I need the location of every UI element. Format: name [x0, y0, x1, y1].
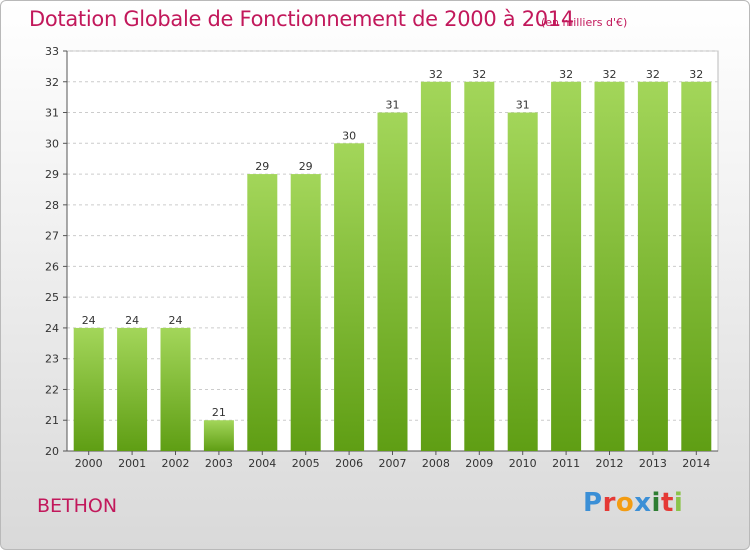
y-tick-label: 20: [45, 445, 59, 458]
logo-letter: o: [615, 488, 635, 518]
y-tick-label: 25: [45, 291, 59, 304]
x-tick-label: 2014: [682, 457, 710, 470]
data-label: 32: [646, 68, 660, 81]
bar: [117, 327, 148, 451]
bar: [507, 112, 538, 452]
x-tick-label: 2003: [205, 457, 233, 470]
y-tick-label: 30: [45, 137, 59, 150]
data-label: 30: [342, 129, 356, 142]
bar: [160, 327, 191, 451]
x-tick-label: 2008: [422, 457, 450, 470]
commune-name: BETHON: [37, 495, 118, 517]
y-tick-label: 21: [45, 414, 59, 427]
x-tick-label: 2005: [292, 457, 320, 470]
bar: [377, 112, 408, 452]
logo-letter: x: [634, 488, 652, 518]
y-tick-label: 28: [45, 199, 59, 212]
data-label: 32: [603, 68, 617, 81]
x-tick-label: 2006: [335, 457, 363, 470]
x-tick-label: 2011: [552, 457, 580, 470]
logo-letter: t: [660, 488, 674, 518]
y-tick-label: 33: [45, 45, 59, 58]
x-tick-label: 2004: [248, 457, 276, 470]
y-tick-label: 24: [45, 322, 59, 335]
y-tick-label: 27: [45, 230, 59, 243]
y-tick-label: 23: [45, 353, 59, 366]
x-tick-label: 2007: [379, 457, 407, 470]
bar: [290, 174, 321, 452]
x-tick-label: 2009: [465, 457, 493, 470]
x-tick-label: 2013: [639, 457, 667, 470]
logo-letter: r: [602, 488, 616, 518]
data-label: 24: [169, 314, 183, 327]
bar: [637, 81, 668, 452]
bar: [551, 81, 582, 452]
x-tick-label: 2000: [75, 457, 103, 470]
data-label: 31: [516, 99, 530, 112]
bar: [420, 81, 451, 452]
chart-subtitle: (en milliers d'€): [541, 16, 628, 29]
data-label: 24: [82, 314, 96, 327]
bar: [73, 327, 104, 451]
x-tick-label: 2012: [596, 457, 624, 470]
data-label: 32: [472, 68, 486, 81]
logo-letter: P: [583, 488, 603, 518]
bar: [681, 81, 712, 452]
y-tick-label: 22: [45, 383, 59, 396]
data-label: 32: [559, 68, 573, 81]
data-label: 31: [386, 99, 400, 112]
y-tick-label: 32: [45, 76, 59, 89]
data-label: 29: [299, 160, 313, 173]
y-tick-label: 26: [45, 260, 59, 273]
data-label: 32: [689, 68, 703, 81]
bar: [464, 81, 495, 452]
chart-title: Dotation Globale de Fonctionnement de 20…: [29, 7, 574, 31]
y-tick-label: 29: [45, 168, 59, 181]
x-tick-label: 2010: [509, 457, 537, 470]
logo-letter: i: [673, 488, 684, 518]
bar: [334, 143, 365, 452]
bar: [594, 81, 625, 452]
bar: [247, 174, 278, 452]
x-tick-label: 2001: [118, 457, 146, 470]
x-tick-label: 2002: [162, 457, 190, 470]
data-label: 32: [429, 68, 443, 81]
logo-letter: i: [651, 488, 661, 518]
bar: [203, 420, 234, 451]
data-label: 29: [255, 160, 269, 173]
y-tick-label: 31: [45, 107, 59, 120]
data-label: 24: [125, 314, 139, 327]
proxiti-logo[interactable]: Proxiti: [583, 488, 683, 518]
data-label: 21: [212, 406, 226, 419]
